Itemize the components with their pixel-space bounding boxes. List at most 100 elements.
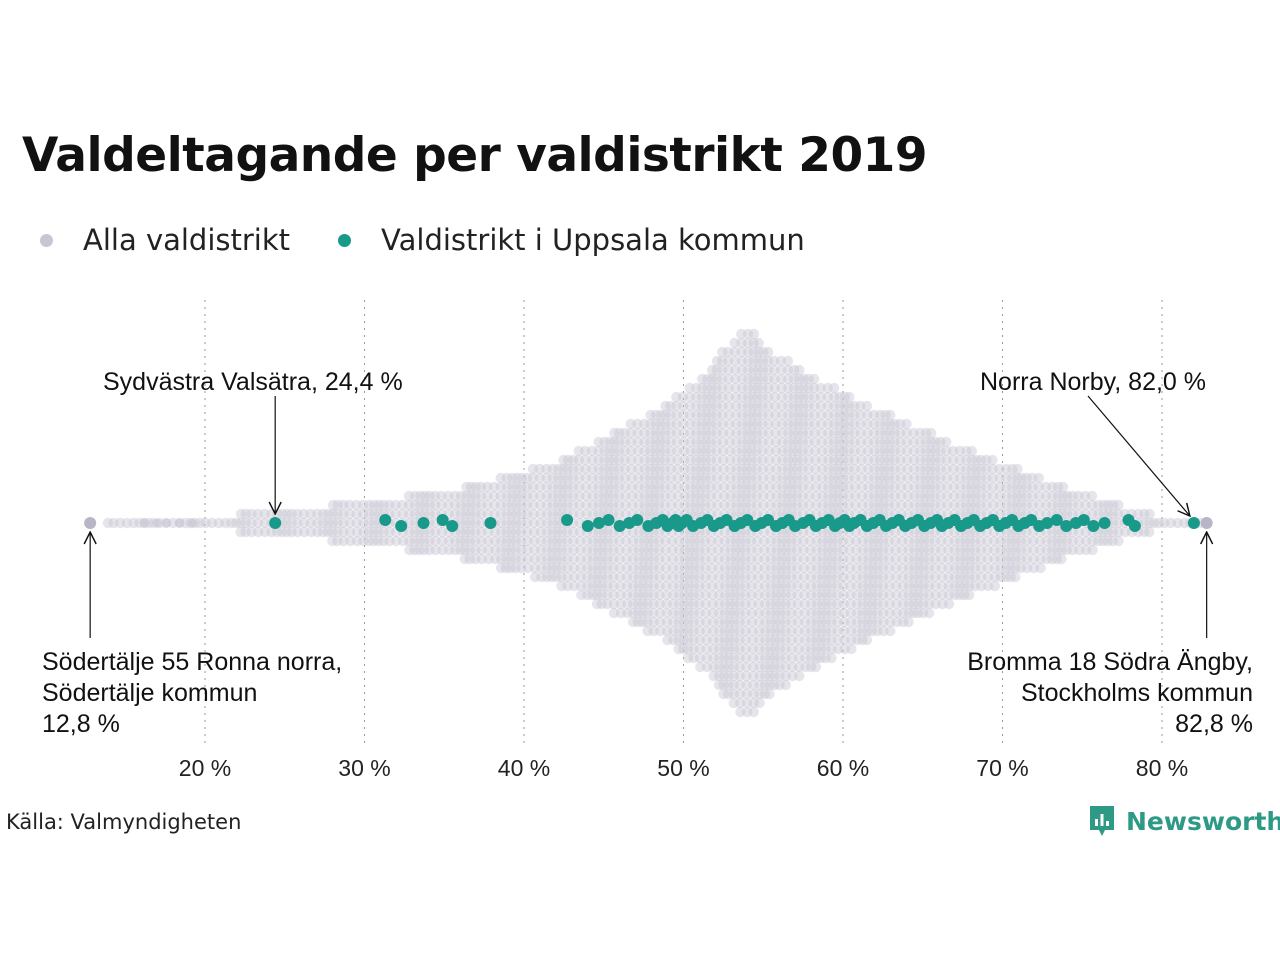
swarm-point [619,445,630,457]
swarm-point [1006,535,1017,547]
swarm-point [891,580,902,592]
swarm-point [943,544,954,556]
swarm-point [935,499,946,511]
swarm-point [791,535,803,547]
swarm-point [673,634,684,646]
swarm-point [713,553,724,565]
swarm-point [800,643,811,655]
swarm-point [608,472,619,484]
swarm-point [849,436,860,448]
swarm-point [828,382,840,394]
uppsala-districts-points [269,514,1200,532]
swarm-point [776,409,788,421]
swarm-point [852,634,863,646]
swarm-point [628,580,639,592]
swarm-point [694,598,705,610]
swarm-point [633,571,644,583]
swarm-point [418,535,430,547]
swarm-point [552,526,563,538]
swarm-point [793,625,804,637]
swarm-point [880,418,891,430]
swarm-point [782,364,794,376]
swarm-point [495,472,506,484]
swarm-point [740,535,751,547]
swarm-point [501,481,513,493]
swarm-point [690,463,702,475]
swarm-point [752,553,763,565]
swarm-point [655,418,666,430]
swarm-point [593,463,605,475]
swarm-point [826,553,838,565]
swarm-point [470,481,481,493]
swarm-point [1034,535,1046,547]
swarm-point [746,616,758,628]
swarm-point [752,391,763,403]
swarm-point [741,445,753,457]
swarm-point [551,544,563,556]
swarm-point [529,553,540,565]
swarm-point [757,454,768,466]
swarm-point [511,472,523,484]
swarm-point [292,517,303,529]
swarm-point [961,481,972,493]
swarm-point [748,364,759,376]
swarm-point [711,454,722,466]
swarm-point [706,391,717,403]
swarm-point [746,463,757,475]
swarm-point [729,598,740,610]
swarm-point [521,508,533,520]
swarm-point [909,553,920,565]
swarm-point [889,418,900,430]
swarm-point [828,454,840,466]
swarm-point [809,436,821,448]
swarm-point [599,436,610,448]
swarm-point [649,490,660,502]
swarm-point [837,553,849,565]
max-district-point [1200,517,1213,529]
swarm-point [409,535,420,547]
swarm-point [691,400,702,412]
swarm-point [1067,544,1078,556]
swarm-point [748,355,759,367]
swarm-point [593,526,604,538]
legend-item-uppsala: Valdistrikt i Uppsala kommun [338,223,805,257]
swarm-point [1073,490,1084,502]
swarm-point [622,589,633,601]
swarm-point [699,553,711,565]
swarm-point [872,580,883,592]
swarm-point [792,454,803,466]
swarm-point [1148,517,1160,529]
swarm-point [889,481,900,493]
swarm-point [298,517,310,529]
swarm-point [521,517,533,529]
swarm-point [613,490,625,502]
swarm-point [994,463,1005,475]
swarm-point [414,508,426,520]
swarm-point [804,499,815,511]
swarm-point [632,607,644,619]
swarm-point [688,616,699,628]
swarm-point [628,598,639,610]
swarm-point [780,634,791,646]
swarm-point [730,544,742,556]
swarm-point [754,652,765,664]
swarm-point [883,472,895,484]
swarm-point [690,472,702,484]
swarm-point [465,517,476,529]
swarm-point [823,454,834,466]
swarm-point [489,490,500,502]
swarm-point [729,346,740,358]
swarm-point [535,517,546,529]
swarm-point [914,499,926,511]
swarm-point [902,454,913,466]
swarm-point [312,517,323,529]
swarm-point [745,481,757,493]
swarm-point [987,490,999,502]
swarm-point [580,454,591,466]
swarm-point [771,481,782,493]
swarm-point [981,463,992,475]
swarm-point [622,607,633,619]
swarm-point [562,454,574,466]
swarm-point [799,616,811,628]
swarm-point [443,535,455,547]
